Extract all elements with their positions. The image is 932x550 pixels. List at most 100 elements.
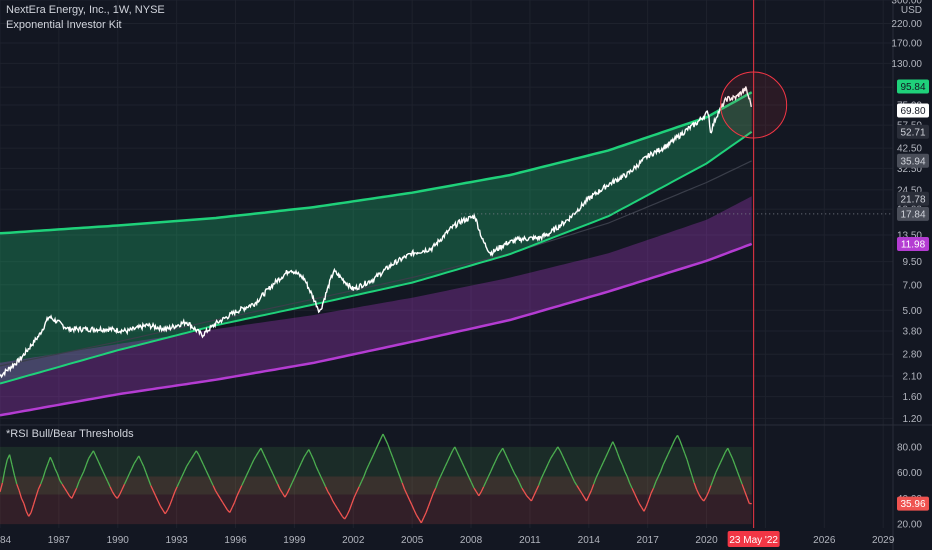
rsi-segment <box>581 492 585 498</box>
rsi-segment <box>329 495 334 502</box>
rsi-segment <box>746 496 750 504</box>
rsi-segment <box>277 483 281 490</box>
rsi-segment <box>231 502 236 508</box>
rsi-segment <box>399 476 403 484</box>
rsi-segment <box>162 509 166 515</box>
price-badge <box>897 79 929 94</box>
rsi-segment <box>662 459 667 466</box>
rsi-segment <box>631 487 635 494</box>
rsi-segment <box>167 504 171 511</box>
y-tick-label: 1.20 <box>903 414 923 425</box>
rsi-segment <box>8 454 13 466</box>
rsi-segment <box>564 460 568 467</box>
lines-layer <box>0 86 893 417</box>
rsi-segment <box>339 512 343 517</box>
rsi-segment <box>281 492 286 498</box>
rsi-segment <box>691 475 695 484</box>
rsi-segment <box>150 485 154 491</box>
rsi-segment <box>35 489 39 498</box>
rsi-segment <box>18 490 23 499</box>
rsi-segment <box>516 477 521 484</box>
rsi-segment <box>480 486 485 493</box>
rsi-panel-title[interactable]: *RSI Bull/Bear Thresholds <box>6 428 134 440</box>
rsi-segment <box>52 462 56 470</box>
rsi-segment <box>609 441 614 448</box>
price-badge <box>897 237 929 252</box>
rsi-segment <box>466 472 470 479</box>
rsi-segment <box>16 483 20 491</box>
rsi-segment <box>473 487 477 493</box>
rsi-segment <box>61 483 66 489</box>
rsi-segment <box>444 460 449 467</box>
x-tick-label: 2026 <box>813 535 836 546</box>
rsi-segment <box>176 481 181 488</box>
rsi-segment <box>296 467 300 473</box>
rsi-segment <box>157 500 161 507</box>
rsi-bear-zone <box>0 476 752 525</box>
rsi-segment <box>492 460 497 467</box>
rsi-segment <box>260 447 264 454</box>
rsi-segment <box>59 480 63 485</box>
x-tick-label: 2029 <box>872 535 895 546</box>
rsi-segment <box>95 455 99 462</box>
chart-title[interactable]: NextEra Energy, Inc., 1W, NYSE <box>6 4 165 16</box>
y-tick-label: 9.50 <box>903 257 923 268</box>
rsi-segment <box>358 481 363 488</box>
rsi-segment <box>626 476 631 484</box>
rsi-segment <box>325 486 329 493</box>
upper-band-fill <box>0 92 752 384</box>
rsi-segment <box>573 481 578 486</box>
indicator-name[interactable]: Exponential Investor Kit <box>6 19 122 31</box>
rsi-segment <box>600 462 604 468</box>
rsi-segment <box>485 476 489 482</box>
rsi-segment <box>83 464 87 472</box>
rsi-segment <box>229 507 233 513</box>
rsi-segment <box>483 481 487 488</box>
rsi-segment <box>660 464 664 472</box>
rsi-segment <box>693 482 698 490</box>
rsi-segment <box>461 462 465 468</box>
rsi-segment <box>344 514 348 520</box>
rsi-segment <box>1 469 6 484</box>
rsi-segment <box>394 463 399 471</box>
price-badge-label: 95.84 <box>900 82 925 93</box>
rsi-segment <box>131 463 135 470</box>
rsi-segment <box>619 459 623 466</box>
rsi-segment <box>224 505 228 511</box>
rsi-segment <box>703 496 707 502</box>
rsi-segment <box>669 444 674 450</box>
bands-layer <box>0 92 752 416</box>
rsi-segment <box>102 471 106 477</box>
rsi-segment <box>593 477 597 485</box>
rsi-segment <box>681 446 686 454</box>
rsi-segment <box>557 446 561 452</box>
rsi-segment <box>648 492 652 500</box>
x-tick-label: 2017 <box>637 535 660 546</box>
rsi-segment <box>312 459 317 467</box>
rsi-segment <box>365 464 370 471</box>
rsi-segment <box>346 509 351 516</box>
rsi-segment <box>308 449 312 455</box>
rsi-segment <box>624 471 628 477</box>
rsi-segment <box>190 454 195 459</box>
rsi-segment <box>265 458 269 464</box>
rsi-segment <box>71 492 75 499</box>
rsi-segment <box>698 494 702 499</box>
rsi-segment <box>181 471 185 477</box>
rsi-segment <box>109 486 114 493</box>
rsi-segment <box>198 454 202 461</box>
rsi-segment <box>454 446 458 453</box>
rsi-y-tick-label: 60.00 <box>897 468 922 479</box>
rsi-segment <box>140 460 145 467</box>
rsi-segment <box>99 465 104 472</box>
rsi-segment <box>80 471 85 477</box>
rsi-segment <box>298 462 303 468</box>
rsi-segment <box>97 460 102 467</box>
rsi-segment <box>471 482 475 489</box>
rsi-segment <box>246 469 250 476</box>
rsi-segment <box>667 449 671 455</box>
rsi-segment <box>406 494 410 500</box>
rsi-segment <box>248 464 252 471</box>
rsi-segment <box>85 458 90 466</box>
